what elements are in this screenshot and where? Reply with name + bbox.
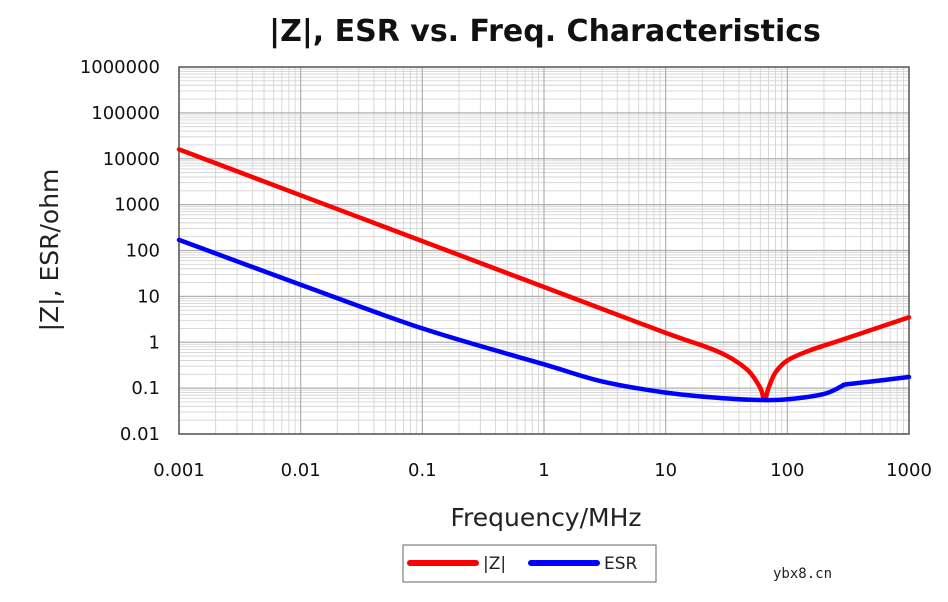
y-tick-label: 0.1 bbox=[131, 378, 160, 399]
y-tick-label: 1000 bbox=[114, 195, 160, 216]
series-layer bbox=[176, 147, 912, 403]
x-axis-label: Frequency/MHz bbox=[450, 503, 641, 532]
legend-z-label: |Z| bbox=[483, 554, 506, 574]
y-tick-label: 100 bbox=[126, 241, 160, 262]
x-tick-label: 0.001 bbox=[153, 460, 205, 481]
x-tick-label: 10 bbox=[654, 460, 677, 481]
y-tick-labels: 1000000 100000 10000 1000 100 10 1 0.1 0.01 bbox=[80, 57, 160, 445]
y-tick-label: 0.01 bbox=[120, 424, 160, 445]
x-tick-label: 0.1 bbox=[408, 460, 437, 481]
y-tick-label: 10000 bbox=[103, 149, 160, 170]
x-tick-label: 1000 bbox=[886, 460, 932, 481]
series-esr-line bbox=[176, 237, 912, 403]
legend-esr-label: ESR bbox=[604, 554, 638, 574]
plot-frame bbox=[178, 66, 910, 435]
y-tick-label: 10 bbox=[137, 286, 160, 307]
y-tick-label: 1 bbox=[149, 332, 160, 353]
x-tick-label: 0.01 bbox=[281, 460, 321, 481]
x-tick-label: 1 bbox=[538, 460, 549, 481]
x-tick-label: 100 bbox=[770, 460, 804, 481]
y-tick-label: 100000 bbox=[91, 103, 160, 124]
legend: |Z| ESR bbox=[402, 544, 657, 583]
y-tick-label: 1000000 bbox=[80, 57, 160, 78]
watermark: ybx8.cn bbox=[773, 566, 832, 582]
x-tick-labels: 0.001 0.01 0.1 1 10 100 1000 bbox=[153, 460, 932, 481]
chart-title: |Z|, ESR vs. Freq. Characteristics bbox=[269, 14, 821, 49]
y-axis-label: |Z|, ESR/ohm bbox=[35, 169, 64, 332]
series-z-line bbox=[176, 147, 912, 403]
